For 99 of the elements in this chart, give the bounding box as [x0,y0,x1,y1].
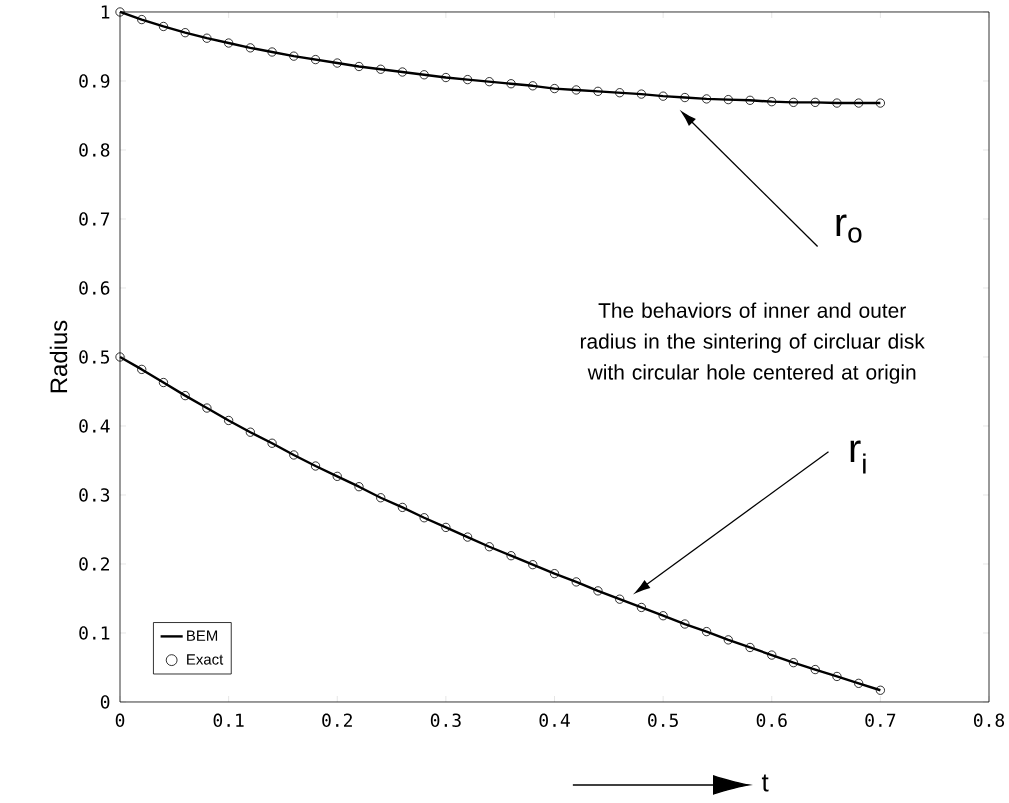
point [267,438,277,448]
point [484,77,494,87]
point [224,415,234,426]
point [180,28,190,38]
point [832,671,842,682]
point [463,532,473,542]
point [745,642,755,653]
point [875,685,885,695]
y-tick-label: 1 [101,5,110,19]
point [137,14,147,25]
point [376,64,386,74]
point [354,61,364,72]
point [680,92,690,103]
point [571,577,581,587]
x-axis-title: t [761,774,769,792]
point [267,47,277,57]
point [549,569,560,579]
point [832,98,842,108]
point [463,75,473,85]
point [854,678,864,688]
point [397,67,408,77]
point [875,98,885,108]
point [224,38,234,48]
point [615,594,625,604]
annotation: r$_{i}$ [850,440,866,474]
point [593,86,603,96]
point [245,43,255,53]
annotation: r$_{o}$ [836,214,862,243]
point [441,522,451,532]
point [310,55,321,65]
point [702,94,712,104]
point [788,97,799,107]
point [723,95,733,105]
y-axis-title: Radius [49,320,68,393]
point [376,493,386,503]
point [245,427,255,437]
point [854,98,864,108]
point [723,635,733,645]
y-tick-label: 0 [100,695,110,709]
point [615,88,625,98]
point [658,611,668,621]
point [528,81,538,91]
y-tick-label: 0.9 [79,74,110,88]
point [484,542,494,552]
point [658,91,668,101]
x-tick-label: 0.3 [430,713,461,728]
y-tick-label: 0.3 [79,488,110,502]
point [289,51,299,61]
point [115,352,125,362]
point [332,58,342,68]
point [767,97,777,107]
point [441,72,451,83]
point [332,471,342,481]
point [202,403,212,413]
point [636,602,646,613]
point [180,391,190,401]
legend-label: BEM [187,630,218,641]
point [289,450,299,460]
point [702,627,712,637]
point [354,482,364,492]
point [680,619,690,629]
point [767,650,777,660]
point [137,364,147,374]
y-tick-label: 0.4 [79,419,110,433]
point [745,95,755,105]
x-tick-label: 0.1 [213,713,244,728]
annotation: The behaviors of inner and outer radius in the sintering of circluar disk with circular hole centered at origin [580,302,925,384]
y-tick-label: 0.7 [79,212,110,226]
point [158,21,169,32]
point [506,551,516,561]
legend-label: Exact [187,654,224,665]
y-tick-label: 0.5 [79,350,110,364]
point [788,658,799,668]
point [506,79,516,89]
y-tick-label: 0.8 [79,143,110,157]
point [810,664,820,675]
point [115,7,125,17]
x-tick-label: 0.5 [648,713,678,728]
point [419,513,429,523]
point [636,89,646,99]
point [810,97,820,107]
point [158,377,169,388]
point [202,33,212,43]
point [397,502,408,512]
x-tick-label: 0.2 [322,713,352,728]
point [419,70,429,80]
y-tick-label: 0.2 [79,557,109,571]
x-tick-label: 0.4 [539,713,570,728]
x-tick-label: 0.7 [865,713,896,728]
point [571,85,581,95]
x-tick-label: 0 [115,713,125,728]
x-tick-label: 0.6 [756,713,787,728]
point [549,83,560,94]
y-tick-label: 0.6 [79,281,110,295]
point [528,560,538,570]
point [310,461,321,471]
x-tick-label: 0.8 [973,713,1005,728]
y-tick-label: 0.1 [79,626,110,640]
point [593,586,603,596]
